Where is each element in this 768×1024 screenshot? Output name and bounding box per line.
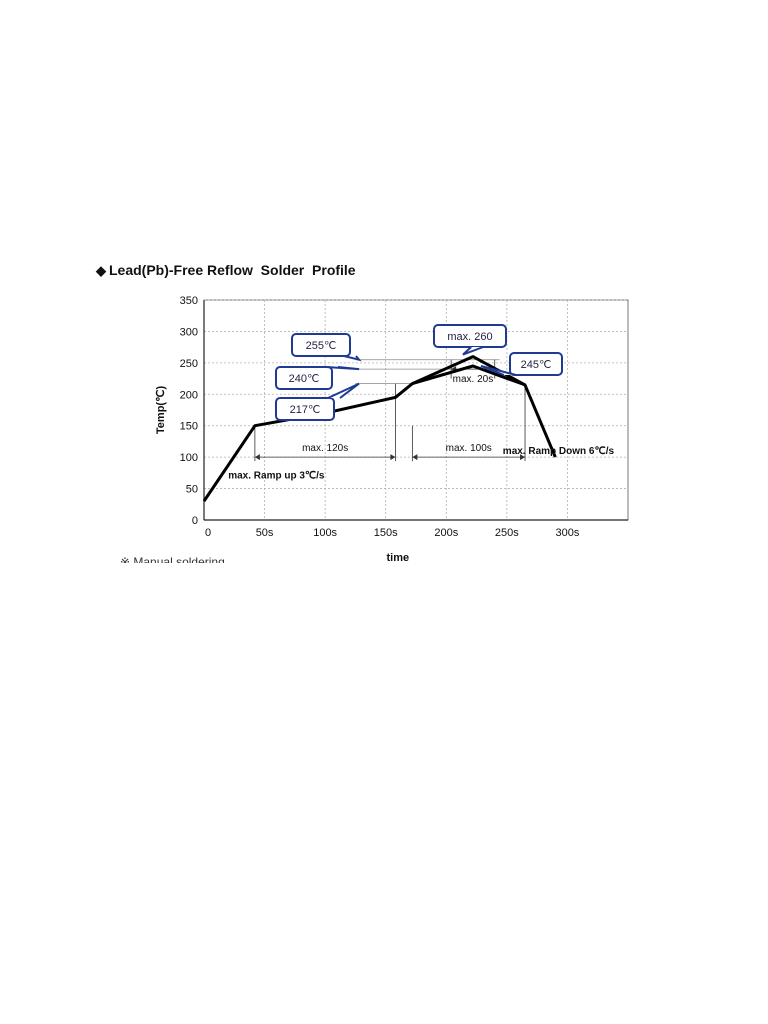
title-text: Lead(Pb)-Free Reflow Solder Profile [109,262,356,278]
callout-label: 217℃ [290,404,321,416]
callout-pointer [343,355,362,362]
y-tick-label: 300 [180,326,198,338]
x-tick-label: 300s [555,527,579,539]
plot-area [203,299,629,521]
x-axis-label: time [387,552,410,564]
x-tick-label: 100s [313,527,337,539]
page-title: ◆ Lead(Pb)-Free Reflow Solder Profile [96,262,356,279]
y-tick-label: 200 [180,389,198,401]
callout-label: max. 260 [447,331,492,343]
reflow-profile-chart: 0 50 100 150 200 250 300 350 0 50s 100s 150s 200s 250… [155,295,629,564]
interval-arrow [412,454,418,461]
y-tick-label: 50 [186,484,198,496]
x-tick-label: 50s [256,527,274,539]
x-tick-label: 250s [495,527,519,539]
y-axis-label: Temp(℃) [155,386,167,435]
callout-box [275,366,333,390]
interval-arrow [520,454,526,461]
footnote: ※ Manual soldering [120,555,225,563]
interval-label: max. 100s [446,443,492,454]
callout-box [509,352,563,376]
interval-arrow [390,454,396,461]
y-tick-label: 250 [180,358,198,370]
y-tick-label: 100 [180,452,198,464]
callout-pointer [327,382,360,399]
callout-pointer [480,365,517,376]
callout-label: 245℃ [521,359,552,371]
callout-240: 240℃ [275,366,360,390]
callout-box [275,397,335,421]
interval-arrow [254,454,260,461]
interval-label: max. 120s [302,443,348,454]
x-tick-label: 0 [205,527,211,539]
y-tick-label: 0 [192,515,198,527]
callout-peak-260: max. 260 [433,324,507,356]
ramp-down-annotation: max. Ramp Down 6℃/s [503,446,615,457]
y-tick-label: 350 [180,295,198,307]
callout-pointer [325,366,360,371]
y-tick-label: 150 [180,421,198,433]
callout-label: 240℃ [289,373,320,385]
callout-box [291,333,351,357]
callout-255: 255℃ [291,333,362,362]
callout-pointer [462,346,484,356]
interval-label: max. 20s [453,374,494,385]
diamond-bullet-icon: ◆ [96,263,106,278]
x-tick-label: 150s [374,527,398,539]
ramp-up-annotation: max. Ramp up 3℃/s [228,471,325,482]
callout-peak-245: 245℃ [480,352,563,376]
callout-217: 217℃ [275,382,360,421]
x-tick-label: 200s [434,527,458,539]
callout-label: 255℃ [306,340,337,352]
profile-min-curve [411,364,526,387]
